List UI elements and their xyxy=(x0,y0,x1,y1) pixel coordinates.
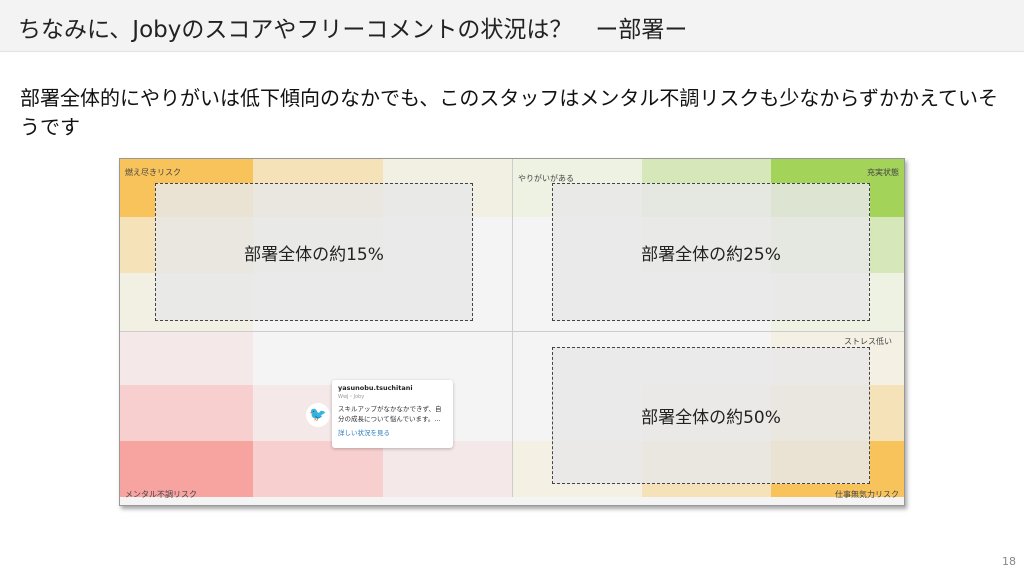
staff-comment: スキルアップがなかなかできず、自分の成長について悩んでいます。... xyxy=(338,405,442,423)
matrix-cell xyxy=(253,441,383,497)
region-top-left: 部署全体の約15% xyxy=(155,183,473,321)
label-x-right: ストレス低い xyxy=(844,337,892,346)
page-number: 18 xyxy=(1002,555,1016,568)
details-link[interactable]: 詳しい状況を見る xyxy=(338,429,390,437)
matrix-cell xyxy=(120,385,253,441)
matrix-cell xyxy=(120,331,253,385)
stress-motivation-matrix: 燃え尽きリスク 充実状態 メンタル不調リスク 仕事無気力リスク やりがいがある … xyxy=(119,158,905,506)
staff-name: yasunobu.tsuchitani xyxy=(338,384,413,392)
subtitle: 部署全体的にやりがいは低下傾向のなかでも、このスタッフはメンタル不調リスクも少な… xyxy=(20,86,998,139)
staff-card[interactable]: yasunobu.tsuchitani WwJ・Joby スキルアップがなかなか… xyxy=(332,380,453,448)
matrix-cell xyxy=(383,331,512,385)
label-apathy-risk: 仕事無気力リスク xyxy=(835,490,899,499)
matrix-cell xyxy=(383,441,512,497)
page-title: ちなみに、Jobyのスコアやフリーコメントの状況は？ ー部署ー xyxy=(18,17,688,43)
label-burnout-risk: 燃え尽きリスク xyxy=(125,168,181,177)
label-mental-risk: メンタル不調リスク xyxy=(125,490,197,499)
bird-icon[interactable]: 🐦 xyxy=(306,403,330,427)
title-bar: ちなみに、Jobyのスコアやフリーコメントの状況は？ ー部署ー xyxy=(0,0,1024,52)
label-y-top: やりがいがある xyxy=(518,174,574,183)
matrix-cell xyxy=(253,331,383,385)
region-bottom-right: 部署全体の約50% xyxy=(552,347,870,484)
label-fulfilled: 充実状態 xyxy=(867,168,899,177)
staff-org: WwJ・Joby xyxy=(338,394,365,400)
matrix-cell xyxy=(120,441,253,497)
region-top-right: 部署全体の約25% xyxy=(552,183,870,321)
y-axis xyxy=(512,159,513,497)
